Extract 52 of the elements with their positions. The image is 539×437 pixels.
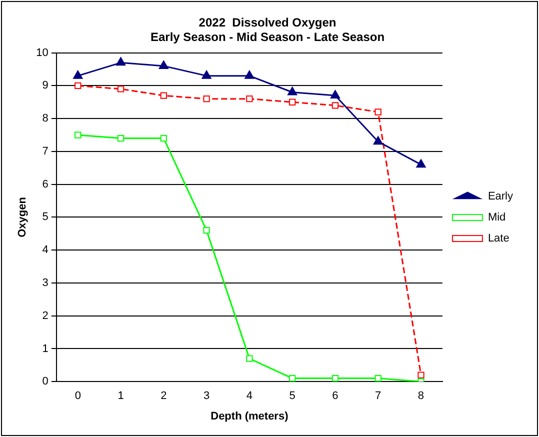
point	[289, 374, 296, 382]
x-tick-label: 4	[246, 390, 252, 402]
y-tick-label: 4	[42, 244, 48, 256]
x-tick-label: 0	[74, 390, 81, 402]
point	[158, 60, 168, 69]
point	[116, 57, 126, 66]
x-tick-label: 3	[203, 390, 210, 402]
point	[332, 102, 339, 109]
chart-title: 2022 Dissolved Oxygen Early Season - Mid Season - Late Season	[150, 16, 385, 44]
point	[117, 86, 124, 92]
point	[418, 372, 424, 378]
x-tick-label: 8	[418, 390, 424, 402]
point	[374, 374, 382, 382]
y-tick-label: 8	[42, 112, 48, 125]
y-tick-label: 3	[42, 276, 48, 289]
y-tick-label: 2	[42, 310, 48, 322]
point	[332, 374, 339, 382]
point	[117, 134, 124, 142]
y-tick-label: 7	[42, 145, 48, 158]
y-tick-label: 10	[36, 46, 48, 59]
point	[203, 227, 210, 234]
x-tick-label: 5	[289, 390, 296, 402]
point	[202, 70, 212, 79]
point	[73, 70, 83, 79]
point	[203, 96, 210, 102]
legend-label: Late	[488, 232, 510, 245]
point	[289, 98, 296, 106]
point	[416, 159, 426, 168]
y-tick-label: 1	[42, 342, 48, 355]
point	[287, 86, 298, 96]
y-axis-title: Oxygen	[16, 196, 29, 238]
x-axis-title: Depth (meters)	[210, 410, 289, 422]
point	[374, 108, 382, 116]
point	[74, 132, 82, 138]
point	[330, 90, 340, 99]
x-tick-label: 2	[160, 390, 167, 402]
point	[246, 355, 253, 362]
x-tick-label: 6	[332, 390, 338, 402]
legend-label: Early	[488, 190, 514, 203]
x-tick-label: 7	[375, 390, 382, 402]
x-tick-label: 1	[118, 390, 124, 402]
y-tick-label: 5	[42, 211, 48, 224]
point	[160, 92, 167, 99]
point	[160, 134, 167, 142]
y-tick-label: 0	[42, 376, 48, 388]
point	[373, 136, 383, 145]
y-tick-label: 6	[42, 178, 48, 190]
point	[246, 96, 253, 102]
point	[74, 82, 82, 90]
y-tick-label: 9	[42, 80, 48, 92]
legend-label: Mid	[488, 212, 506, 224]
point	[244, 70, 254, 79]
